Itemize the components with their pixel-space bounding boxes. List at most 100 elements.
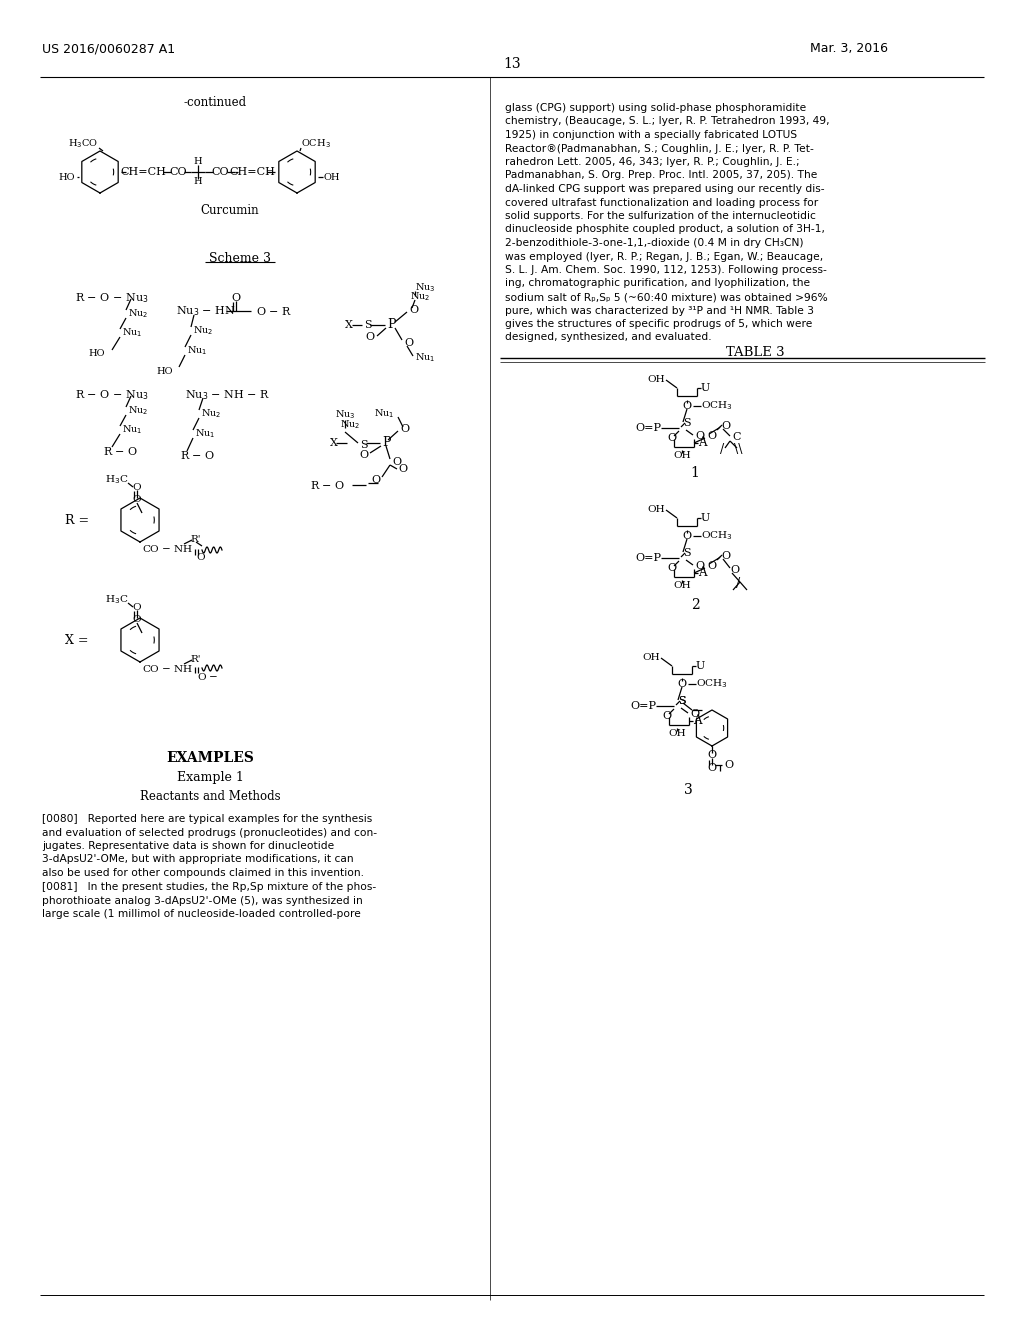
Text: X: X <box>345 319 353 330</box>
Text: O=P: O=P <box>630 701 656 711</box>
Text: A: A <box>698 437 707 450</box>
Text: O: O <box>721 550 730 561</box>
Text: HO: HO <box>88 350 105 359</box>
Text: R =: R = <box>65 513 89 527</box>
Text: U: U <box>696 661 706 671</box>
Text: H: H <box>194 157 203 166</box>
Text: 3-dApsU2'-OMe, but with appropriate modifications, it can: 3-dApsU2'-OMe, but with appropriate modi… <box>42 854 353 865</box>
Text: Curcumin: Curcumin <box>201 203 259 216</box>
Text: OCH$_3$: OCH$_3$ <box>696 677 728 690</box>
Text: R': R' <box>190 656 201 664</box>
Text: glass (CPG) support) using solid-phase phosphoramidite: glass (CPG) support) using solid-phase p… <box>505 103 806 114</box>
Text: O: O <box>707 561 716 572</box>
Text: O: O <box>133 602 141 611</box>
Text: O: O <box>730 565 739 576</box>
Text: CO $-$ NH: CO $-$ NH <box>142 663 194 673</box>
Text: S: S <box>360 440 368 450</box>
Text: C: C <box>732 432 740 442</box>
Text: Nu$_1$: Nu$_1$ <box>122 326 142 339</box>
Text: solid supports. For the sulfurization of the internucleotidic: solid supports. For the sulfurization of… <box>505 211 816 220</box>
Text: Nu$_2$: Nu$_2$ <box>340 418 360 432</box>
Text: U: U <box>701 513 711 523</box>
Text: O=P: O=P <box>635 553 662 564</box>
Text: OCH$_3$: OCH$_3$ <box>701 529 732 543</box>
Text: Nu$_2$: Nu$_2$ <box>410 290 430 304</box>
Text: S: S <box>364 319 372 330</box>
Text: O=P: O=P <box>635 422 662 433</box>
Text: O: O <box>682 531 691 541</box>
Text: Mar. 3, 2016: Mar. 3, 2016 <box>810 42 888 55</box>
Text: 3: 3 <box>684 783 692 797</box>
Text: dinucleoside phosphite coupled product, a solution of 3H-1,: dinucleoside phosphite coupled product, … <box>505 224 825 235</box>
Text: [0081]   In the present studies, the Rp,Sp mixture of the phos-: [0081] In the present studies, the Rp,Sp… <box>42 882 376 892</box>
Text: O $-$: O $-$ <box>197 671 218 681</box>
Text: A: A <box>698 566 707 579</box>
Text: Nu$_3$ $-$ HN: Nu$_3$ $-$ HN <box>176 304 236 318</box>
Text: Nu$_1$: Nu$_1$ <box>195 428 215 441</box>
Text: O: O <box>668 564 677 573</box>
Text: O: O <box>398 465 408 474</box>
Text: Nu$_1$: Nu$_1$ <box>187 345 208 358</box>
Text: O: O <box>371 475 380 484</box>
Text: S: S <box>683 418 691 428</box>
Text: O: O <box>690 709 699 719</box>
Text: Nu$_2$: Nu$_2$ <box>128 405 148 417</box>
Text: O: O <box>366 333 375 342</box>
Text: R $-$ O $-$ Nu$_3$: R $-$ O $-$ Nu$_3$ <box>75 388 148 401</box>
Text: was employed (Iyer, R. P.; Regan, J. B.; Egan, W.; Beaucage,: was employed (Iyer, R. P.; Regan, J. B.;… <box>505 252 823 261</box>
Text: [0080]   Reported here are typical examples for the synthesis: [0080] Reported here are typical example… <box>42 814 373 824</box>
Text: pure, which was characterized by ³¹P and ¹H NMR. Table 3: pure, which was characterized by ³¹P and… <box>505 305 814 315</box>
Text: dA-linked CPG support was prepared using our recently dis-: dA-linked CPG support was prepared using… <box>505 183 824 194</box>
Text: jugates. Representative data is shown for dinucleotide: jugates. Representative data is shown fo… <box>42 841 334 851</box>
Text: Nu$_1$: Nu$_1$ <box>122 424 142 437</box>
Text: O $-$ R: O $-$ R <box>256 305 292 317</box>
Text: O: O <box>409 305 418 315</box>
Text: Reactants and Methods: Reactants and Methods <box>139 789 281 803</box>
Text: CH=CH: CH=CH <box>229 168 274 177</box>
Text: R $-$ O $-$ Nu$_3$: R $-$ O $-$ Nu$_3$ <box>75 292 148 305</box>
Text: O: O <box>695 432 705 441</box>
Text: Reactor®(Padmanabhan, S.; Coughlin, J. E.; Iyer, R. P. Tet-: Reactor®(Padmanabhan, S.; Coughlin, J. E… <box>505 144 814 153</box>
Text: OH: OH <box>642 653 660 663</box>
Text: OCH$_3$: OCH$_3$ <box>301 137 331 150</box>
Text: Nu$_3$ $-$ NH $-$ R: Nu$_3$ $-$ NH $-$ R <box>185 388 270 401</box>
Text: -continued: -continued <box>183 96 247 110</box>
Text: O: O <box>231 293 241 304</box>
Text: 2-benzodithiole-3-one-1,1,-dioxide (0.4 M in dry CH₃CN): 2-benzodithiole-3-one-1,1,-dioxide (0.4 … <box>505 238 804 248</box>
Text: US 2016/0060287 A1: US 2016/0060287 A1 <box>42 42 175 55</box>
Text: R $-$ O: R $-$ O <box>103 445 138 457</box>
Text: R $-$ O: R $-$ O <box>309 479 345 491</box>
Text: A: A <box>693 714 701 727</box>
Text: O: O <box>133 615 141 624</box>
Text: P: P <box>382 437 390 450</box>
Text: phorothioate analog 3-dApsU2'-OMe (5), was synthesized in: phorothioate analog 3-dApsU2'-OMe (5), w… <box>42 895 362 906</box>
Text: U: U <box>701 383 711 393</box>
Text: O: O <box>668 433 677 444</box>
Text: Nu$_1$: Nu$_1$ <box>415 351 435 364</box>
Text: large scale (1 millimol of nucleoside-loaded controlled-pore: large scale (1 millimol of nucleoside-lo… <box>42 909 360 919</box>
Text: P: P <box>387 318 395 331</box>
Text: Nu$_3$: Nu$_3$ <box>415 281 435 294</box>
Text: O: O <box>663 711 672 721</box>
Text: S: S <box>678 696 686 706</box>
Text: /: / <box>720 444 724 457</box>
Text: O: O <box>721 421 730 432</box>
Text: /: / <box>736 577 740 590</box>
Text: Nu$_2$: Nu$_2$ <box>201 408 221 420</box>
Text: HO: HO <box>58 173 75 181</box>
Text: sodium salt of Rₚ,Sₚ 5 (~60:40 mixture) was obtained >96%: sodium salt of Rₚ,Sₚ 5 (~60:40 mixture) … <box>505 292 827 302</box>
Text: O: O <box>724 760 733 770</box>
Text: Scheme 3: Scheme 3 <box>209 252 271 264</box>
Text: and evaluation of selected prodrugs (pronucleotides) and con-: and evaluation of selected prodrugs (pro… <box>42 828 377 837</box>
Text: S. L. J. Am. Chem. Soc. 1990, 112, 1253). Following process-: S. L. J. Am. Chem. Soc. 1990, 112, 1253)… <box>505 265 826 275</box>
Text: gives the structures of specific prodrugs of 5, which were: gives the structures of specific prodrug… <box>505 319 812 329</box>
Text: 1: 1 <box>690 466 699 480</box>
Text: OH: OH <box>673 582 691 590</box>
Text: CO $-$ NH: CO $-$ NH <box>142 543 194 553</box>
Text: O: O <box>133 495 141 504</box>
Text: O: O <box>695 561 705 572</box>
Text: R': R' <box>190 536 201 544</box>
Text: OH: OH <box>647 375 665 384</box>
Text: OH: OH <box>669 730 686 738</box>
Text: S: S <box>683 548 691 558</box>
